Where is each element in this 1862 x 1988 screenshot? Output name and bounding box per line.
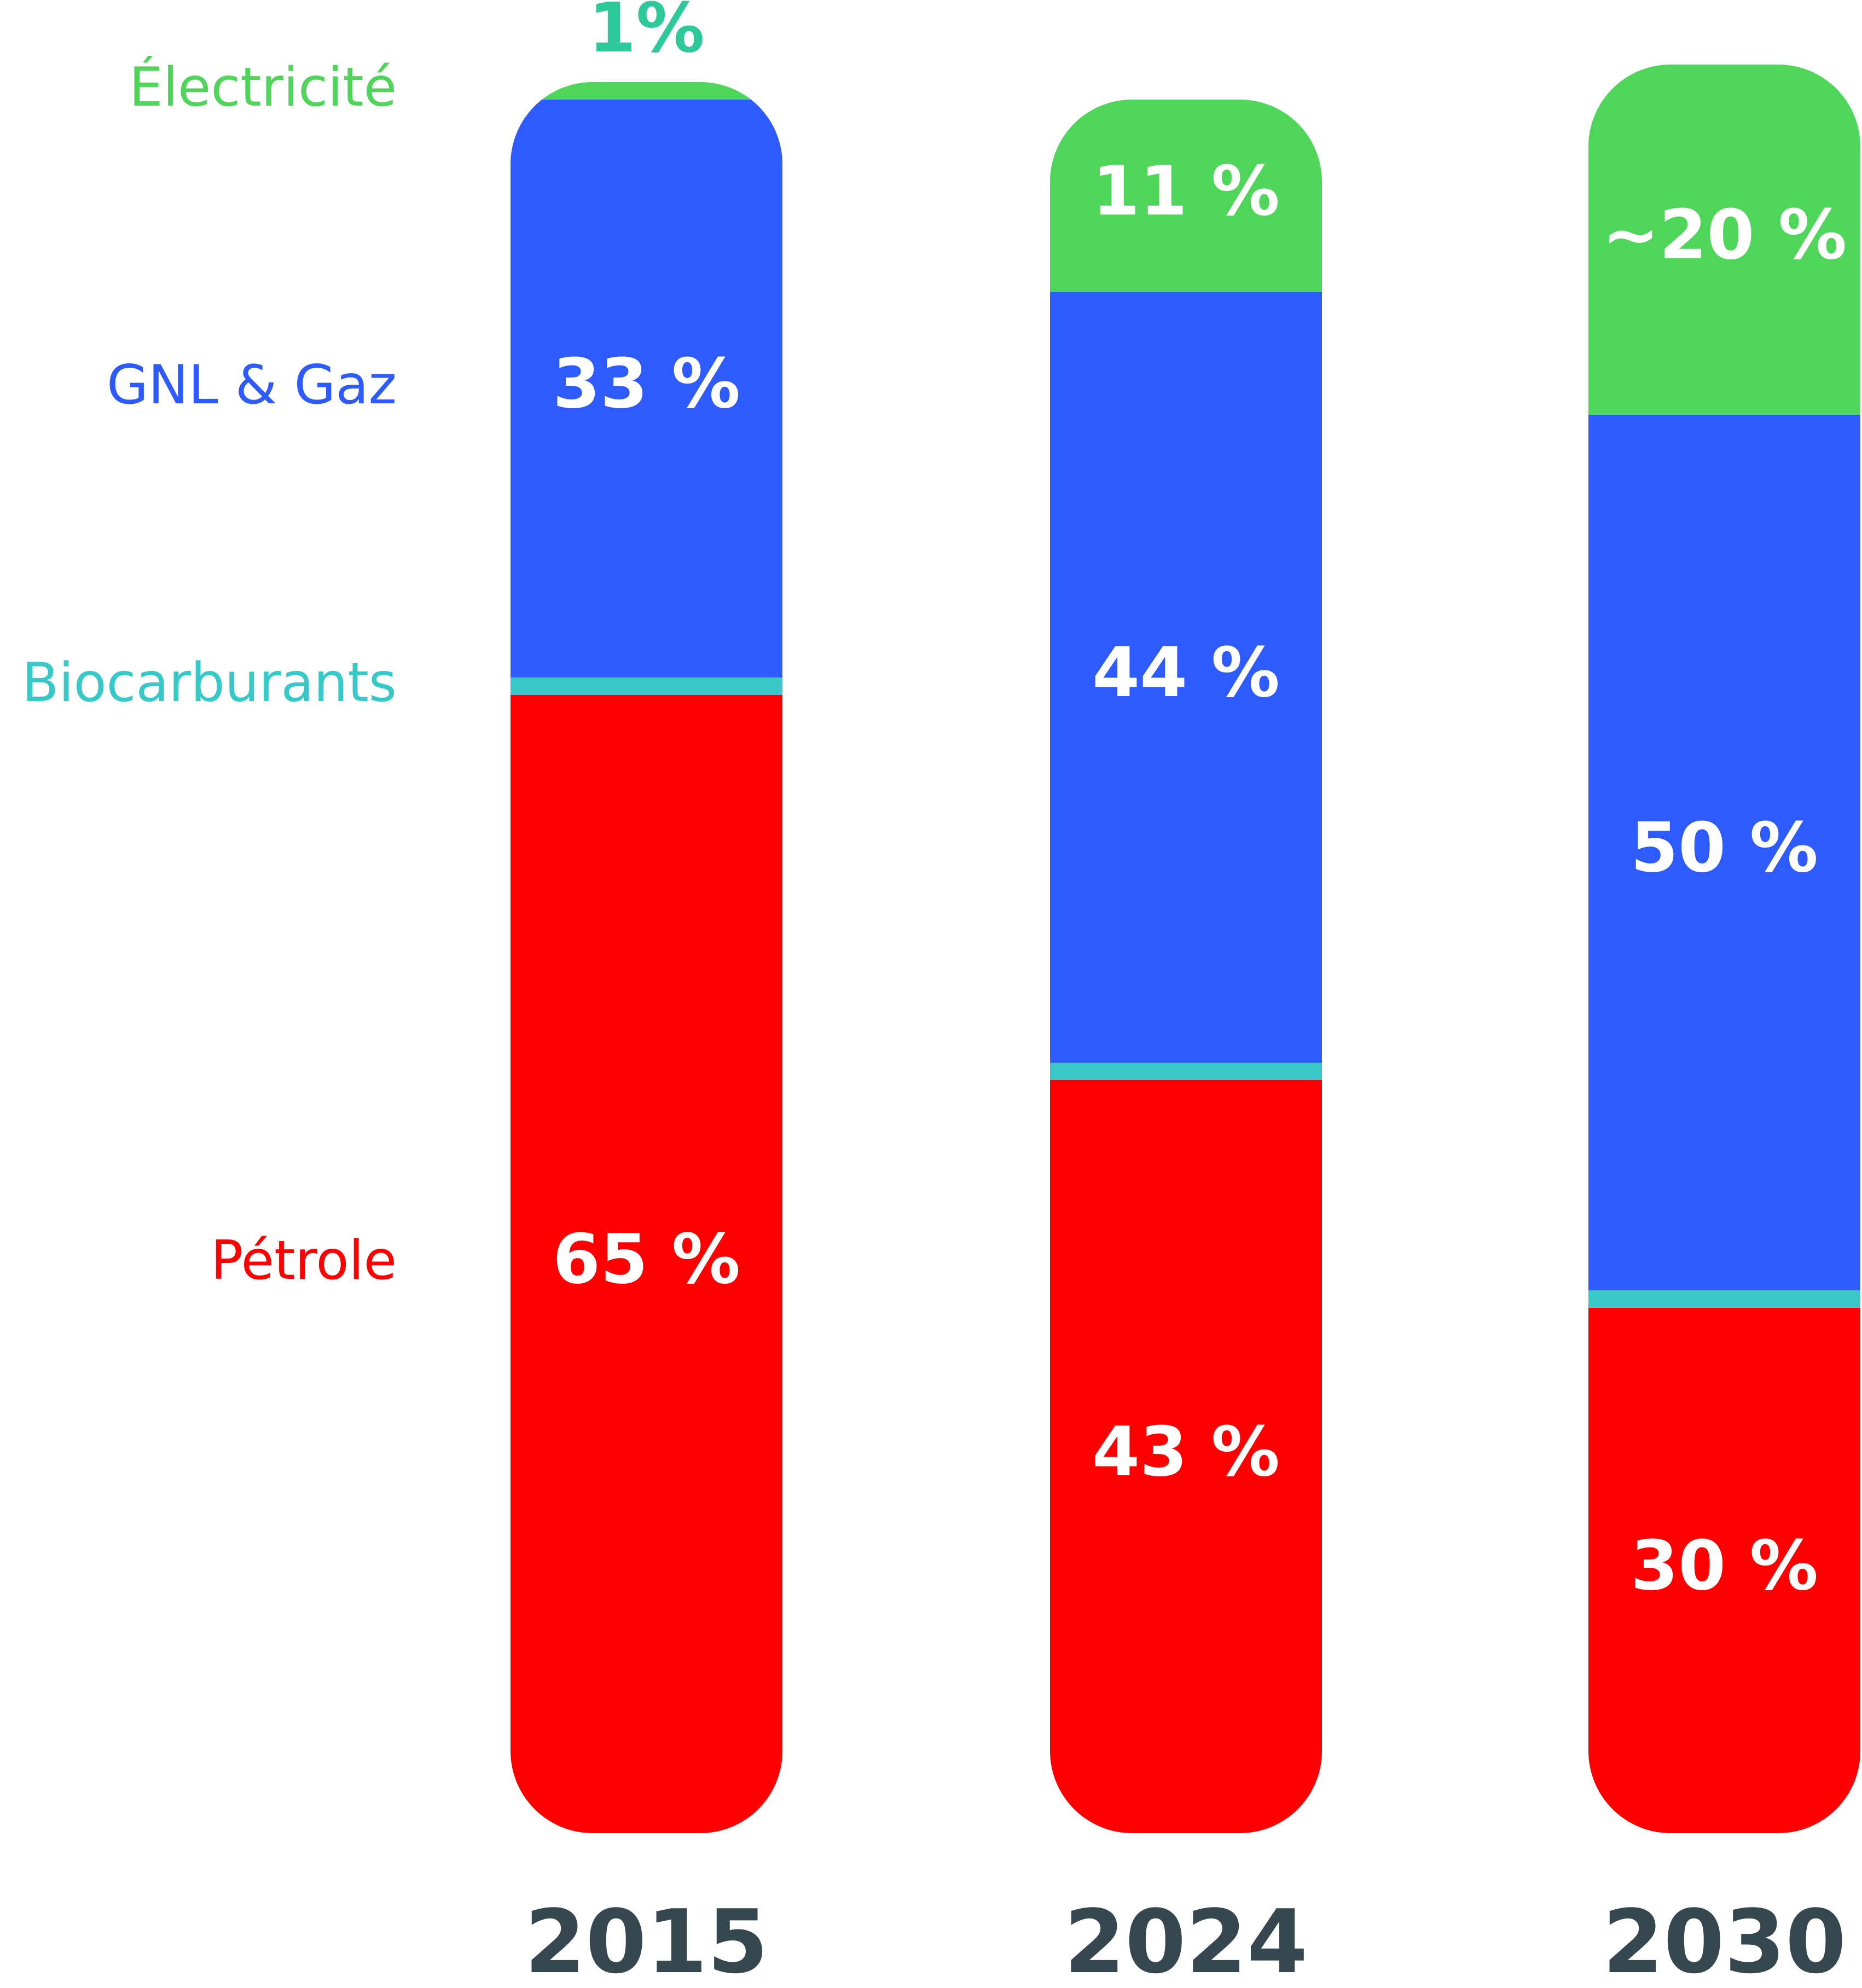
bar-segment xyxy=(1588,1308,1860,1833)
legend-label: Électricité xyxy=(129,56,397,119)
bar-group xyxy=(511,82,782,1833)
bar-segment xyxy=(511,695,782,1833)
value-label: 44 % xyxy=(1092,633,1280,712)
value-label: ~20 % xyxy=(1602,195,1847,275)
bar-segment xyxy=(1588,65,1860,415)
x-tick-label: 2024 xyxy=(1064,1891,1308,1988)
bar-segment xyxy=(1050,292,1322,1063)
value-label: 30 % xyxy=(1631,1526,1818,1606)
bar-segment xyxy=(511,677,782,695)
legend-label: GNL & Gaz xyxy=(107,354,397,416)
bar-segment xyxy=(1050,1080,1322,1833)
value-label: 65 % xyxy=(553,1220,740,1299)
x-tick-label: 2030 xyxy=(1603,1891,1846,1988)
value-label: 33 % xyxy=(553,344,740,424)
value-label: 43 % xyxy=(1092,1412,1280,1492)
bar-segment xyxy=(511,100,782,677)
bar-segment xyxy=(1588,1290,1860,1308)
value-label: 1% xyxy=(588,0,704,68)
x-tick-label: 2015 xyxy=(525,1891,768,1988)
bar-segment xyxy=(1050,100,1322,292)
bar-segment xyxy=(1050,1063,1322,1080)
value-label: 50 % xyxy=(1631,808,1818,888)
bar-segment xyxy=(511,82,782,100)
legend-label: Pétrole xyxy=(211,1230,397,1292)
legend-label: Biocarburants xyxy=(22,652,397,714)
bar-segment xyxy=(1588,415,1860,1290)
bar-group xyxy=(1050,100,1322,1833)
value-label: 11 % xyxy=(1092,152,1280,231)
bar-group xyxy=(1588,65,1860,1833)
